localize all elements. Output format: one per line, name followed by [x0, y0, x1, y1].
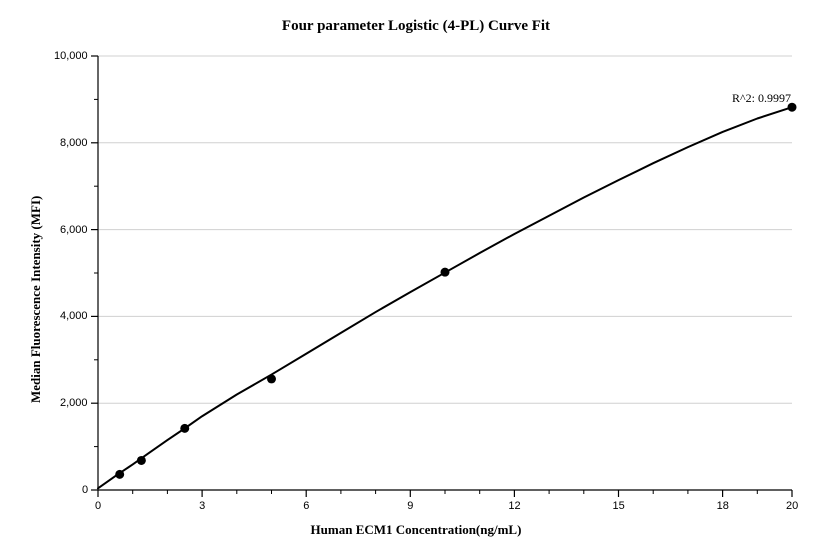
x-tick-label: 6 — [303, 500, 309, 512]
data-point — [115, 470, 124, 479]
data-point — [137, 456, 146, 465]
x-tick-label: 3 — [199, 500, 205, 512]
y-tick-label: 4,000 — [60, 310, 88, 322]
data-point — [180, 424, 189, 433]
x-tick-label: 0 — [95, 500, 101, 512]
y-tick-label: 6,000 — [60, 224, 88, 236]
y-tick-label: 10,000 — [54, 50, 88, 62]
y-tick-label: 0 — [82, 484, 88, 496]
chart-container: Four parameter Logistic (4-PL) Curve Fit… — [0, 0, 832, 560]
data-point — [788, 103, 797, 112]
x-tick-label: 9 — [407, 500, 413, 512]
fit-curve — [98, 107, 792, 488]
y-tick-label: 8,000 — [60, 137, 88, 149]
data-point — [267, 374, 276, 383]
x-tick-label: 15 — [613, 500, 625, 512]
data-point — [441, 268, 450, 277]
x-tick-label: 20 — [786, 500, 798, 512]
y-tick-label: 2,000 — [60, 397, 88, 409]
x-tick-label: 18 — [717, 500, 729, 512]
chart-svg — [0, 0, 832, 560]
x-tick-label: 12 — [508, 500, 520, 512]
